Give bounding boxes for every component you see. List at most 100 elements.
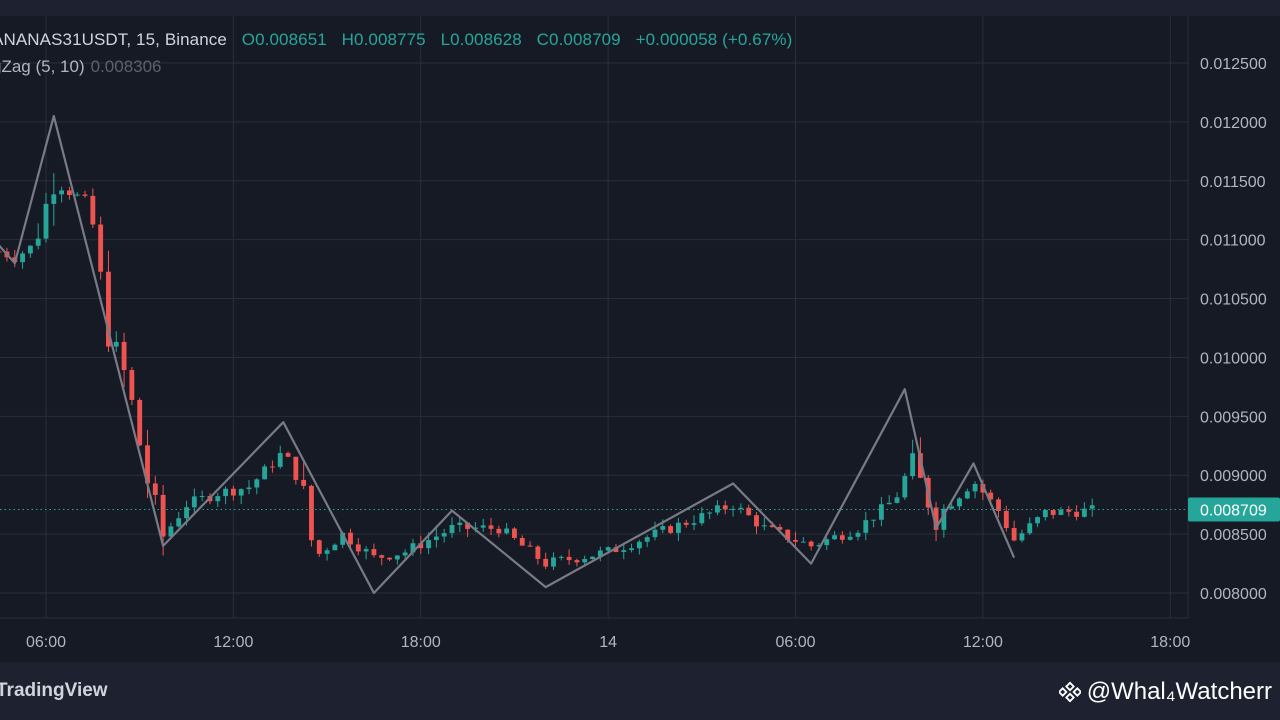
candle (433, 528, 439, 548)
candlestick-chart[interactable]: 0.012500 0.012000 0.011500 0.011000 0.010500… (0, 16, 1280, 662)
price-tick-label: 0.008000 (1200, 586, 1267, 603)
candle-body (1050, 510, 1056, 515)
candle-body (457, 522, 463, 525)
candle (1042, 509, 1048, 521)
candle (355, 538, 361, 556)
candle (1035, 516, 1040, 528)
candle-body (176, 518, 182, 527)
price-tick-label: 0.010000 (1200, 350, 1267, 367)
candle (59, 186, 65, 203)
candle (394, 555, 400, 565)
candle-body (668, 526, 674, 533)
candle-body (769, 525, 775, 528)
candle-body (839, 535, 845, 540)
candle-body (324, 550, 330, 554)
indicator-name[interactable]: gZag (5, 10) (0, 57, 85, 76)
candle-body (871, 519, 877, 521)
candle (793, 531, 798, 549)
price-tick-label: 0.009000 (1200, 468, 1267, 485)
price-axis[interactable]: 0.012500 0.012000 0.011500 0.011000 0.010500… (1187, 16, 1280, 662)
candle-body (402, 552, 408, 556)
time-tick-label: 12:00 (213, 634, 253, 651)
candle-body (644, 537, 650, 542)
candle-body (27, 245, 33, 254)
candle (1050, 510, 1056, 519)
candle (590, 556, 595, 560)
candle (152, 476, 158, 505)
candle-body (184, 507, 189, 519)
candle-body (504, 528, 510, 534)
symbol-label[interactable]: ANANAS31USDT, 15, Binance (0, 30, 227, 49)
candle (293, 456, 299, 485)
candle-body (1035, 517, 1040, 524)
candle-body (472, 527, 478, 529)
watermark: @Whal₄Watcherr (1058, 678, 1272, 706)
candle (168, 522, 174, 539)
candle (371, 543, 377, 558)
tradingview-logo[interactable]: TradingView (0, 680, 108, 702)
candle (652, 521, 658, 541)
candle-body (933, 507, 939, 530)
candle-body (629, 548, 634, 551)
candle (894, 492, 900, 504)
candle-body (535, 546, 541, 559)
candle-body (738, 507, 744, 509)
candle-body (660, 526, 666, 530)
candle-body (972, 483, 978, 492)
candle (324, 547, 330, 561)
candle (20, 251, 25, 269)
candle-body (808, 541, 814, 547)
time-tick-label: 12:00 (963, 634, 1003, 651)
candle (519, 535, 525, 546)
candle-body (238, 489, 244, 496)
candle (847, 531, 853, 541)
candle-body (129, 370, 135, 400)
candle-body (90, 195, 96, 225)
candle (137, 397, 143, 447)
candle-body (67, 190, 72, 195)
zigzag-indicator-line (0, 114, 1016, 595)
candle-body (910, 453, 916, 477)
candle (1089, 498, 1095, 517)
candle-body (59, 190, 65, 195)
candle-body (316, 540, 322, 554)
candle (98, 216, 104, 280)
candle (285, 451, 291, 458)
time-axis[interactable]: 06:00 12:00 18:00 14 06:00 12:00 18:00 (0, 617, 1190, 651)
candle-body (574, 560, 580, 563)
candle (1066, 505, 1072, 517)
candle-body (168, 526, 174, 537)
candle-body (785, 529, 791, 540)
candle-body (426, 540, 431, 549)
candle-body (43, 203, 49, 239)
candle (566, 549, 572, 565)
candle (67, 186, 72, 200)
candle (35, 223, 41, 250)
tradingview-logo-text: TradingView (0, 680, 108, 701)
candle-body (1019, 533, 1025, 541)
chart-area[interactable]: 0.012500 0.012000 0.011500 0.011000 0.010500… (0, 16, 1280, 662)
candle (316, 539, 322, 557)
price-tick-label: 0.012500 (1200, 56, 1267, 73)
candle (543, 552, 549, 570)
candle (1003, 505, 1009, 532)
candle (949, 503, 955, 510)
candle (824, 537, 830, 551)
candle (972, 481, 978, 499)
candle-body (410, 543, 416, 553)
candle (878, 497, 884, 527)
indicator-legend[interactable]: gZag (5, 10) 0.008306 (0, 57, 162, 77)
candle (363, 546, 369, 560)
candle-body (137, 399, 143, 446)
low-value: L0.008628 (440, 30, 522, 49)
candle-body (465, 522, 471, 529)
candle (301, 460, 307, 490)
candle-body (488, 525, 494, 529)
candle-body (285, 453, 291, 457)
candle (246, 480, 252, 495)
candle-body (590, 556, 595, 560)
candle-body (418, 543, 424, 549)
candle-body (512, 528, 517, 538)
candle (715, 500, 720, 516)
candle-body (394, 555, 400, 560)
